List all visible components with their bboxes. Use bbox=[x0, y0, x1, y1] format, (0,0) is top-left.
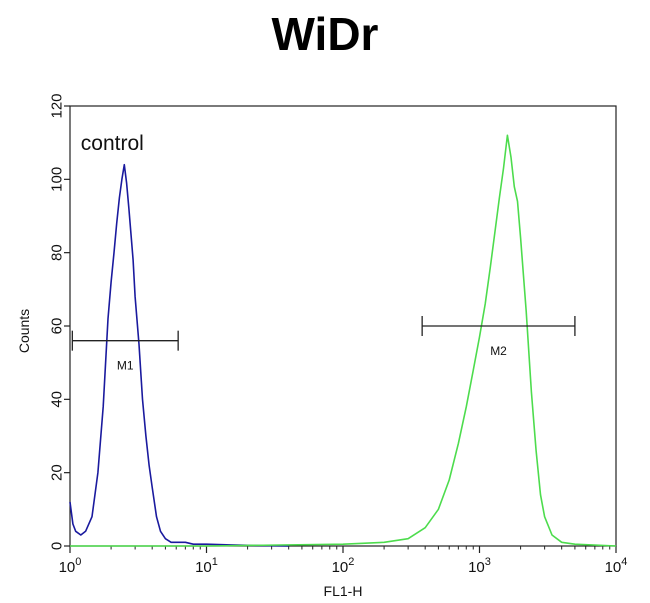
x-axis-title: FL1-H bbox=[324, 583, 363, 599]
x-tick-label: 102 bbox=[332, 556, 355, 576]
y-tick-label: 60 bbox=[48, 318, 65, 335]
x-tick-label: 104 bbox=[605, 556, 628, 576]
x-axis: 100 101 102 103 104 bbox=[59, 546, 628, 576]
y-tick-label: 20 bbox=[48, 464, 65, 481]
annotation-layer: control bbox=[81, 132, 144, 155]
series-layer bbox=[69, 134, 617, 547]
series-line-0 bbox=[69, 163, 289, 547]
x-tick-base: 10 bbox=[332, 559, 349, 576]
x-tick-exponent: 0 bbox=[75, 556, 81, 568]
x-tick-base: 10 bbox=[468, 559, 485, 576]
x-tick-exponent: 4 bbox=[621, 556, 627, 568]
x-tick-base: 10 bbox=[195, 559, 212, 576]
x-tick-exponent: 2 bbox=[348, 556, 354, 568]
y-axis: 0 20 40 60 80 100 120 bbox=[48, 93, 70, 550]
x-tick-base: 10 bbox=[59, 559, 76, 576]
x-tick-exponent: 3 bbox=[485, 556, 491, 568]
marker-label: M1 bbox=[117, 359, 134, 373]
marker-label: M2 bbox=[490, 344, 507, 358]
y-tick-label: 120 bbox=[48, 93, 65, 118]
y-tick-label: 80 bbox=[48, 244, 65, 261]
series-line-1 bbox=[70, 134, 617, 547]
x-tick-label: 100 bbox=[59, 556, 82, 576]
y-tick-label: 0 bbox=[48, 542, 65, 550]
annotation-text: control bbox=[81, 132, 144, 155]
y-tick-label: 100 bbox=[48, 167, 65, 192]
x-tick-label: 103 bbox=[468, 556, 491, 576]
marker-layer: M1 M2 bbox=[71, 316, 576, 373]
x-tick-base: 10 bbox=[605, 559, 622, 576]
chart-title: WiDr bbox=[272, 8, 379, 60]
x-tick-exponent: 1 bbox=[212, 556, 218, 568]
x-tick-label: 101 bbox=[195, 556, 218, 576]
y-axis-title: Counts bbox=[16, 309, 32, 353]
y-tick-label: 40 bbox=[48, 391, 65, 408]
